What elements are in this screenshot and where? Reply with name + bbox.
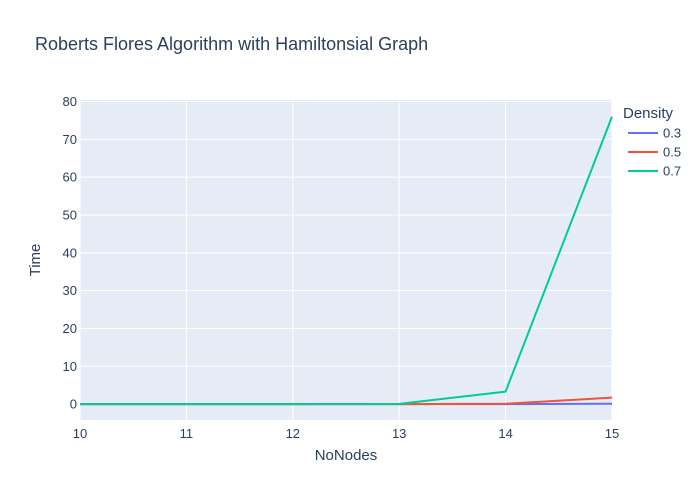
y-tick-label: 70 bbox=[63, 132, 77, 147]
y-axis-title: Time bbox=[27, 244, 44, 277]
y-tick-label: 10 bbox=[63, 359, 77, 374]
x-tick-label: 14 bbox=[498, 426, 512, 441]
x-tick-label: 10 bbox=[73, 426, 87, 441]
legend: Density 0.3 0.5 0.7 bbox=[623, 105, 681, 179]
y-tick-label: 80 bbox=[63, 94, 77, 109]
y-tick-label: 50 bbox=[63, 207, 77, 222]
y-axis-ticks: 0 10 20 30 40 50 60 70 80 bbox=[63, 94, 77, 412]
series-line-0.7 bbox=[80, 116, 613, 406]
legend-title: Density bbox=[623, 105, 674, 122]
x-tick-label: 11 bbox=[180, 426, 194, 441]
legend-label: 0.5 bbox=[663, 145, 681, 160]
x-tick-label: 15 bbox=[605, 426, 619, 441]
y-tick-label: 20 bbox=[63, 321, 77, 336]
y-tick-label: 30 bbox=[63, 283, 77, 298]
y-tick-label: 0 bbox=[70, 397, 77, 412]
series-lines bbox=[80, 116, 613, 406]
x-axis-title: NoNodes bbox=[315, 447, 378, 464]
legend-label: 0.7 bbox=[663, 164, 681, 179]
x-axis-ticks: 10 11 12 13 14 15 bbox=[73, 426, 619, 441]
plot-area bbox=[80, 100, 612, 420]
legend-label: 0.3 bbox=[663, 126, 681, 141]
chart-title: Roberts Flores Algorithm with Hamiltonsi… bbox=[35, 34, 428, 54]
x-tick-label: 12 bbox=[286, 426, 300, 441]
y-tick-label: 60 bbox=[63, 170, 77, 185]
x-tick-label: 13 bbox=[392, 426, 406, 441]
y-tick-label: 40 bbox=[63, 245, 77, 260]
